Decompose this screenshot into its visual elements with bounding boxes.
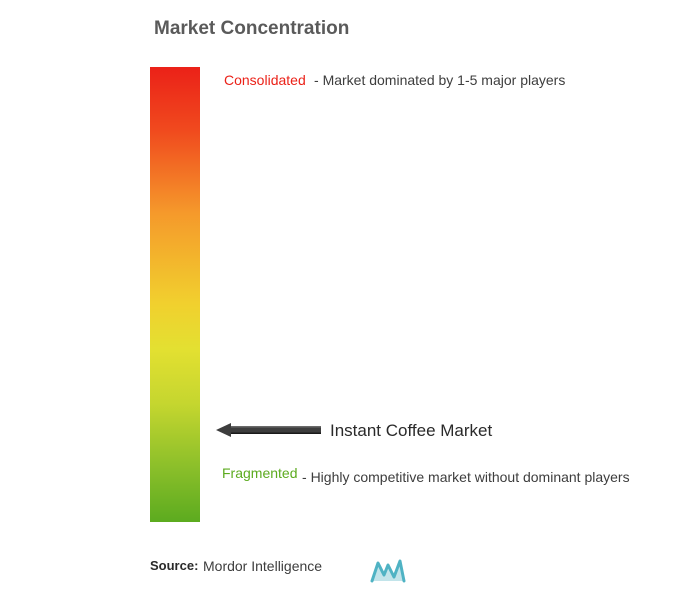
indicator-arrow	[216, 421, 321, 439]
source-value: Mordor Intelligence	[203, 558, 322, 574]
arrow-left-icon	[216, 421, 321, 439]
concentration-gradient-bar	[150, 67, 200, 522]
consolidated-label: Consolidated	[224, 72, 306, 88]
fragmented-label: Fragmented	[222, 465, 297, 481]
mordor-logo-icon	[370, 555, 406, 583]
indicator-market-label: Instant Coffee Market	[330, 421, 492, 441]
chart-title: Market Concentration	[154, 18, 349, 40]
source-label: Source:	[150, 558, 198, 573]
fragmented-description: - Highly competitive market without domi…	[302, 465, 662, 490]
consolidated-description: - Market dominated by 1-5 major players	[314, 72, 565, 88]
